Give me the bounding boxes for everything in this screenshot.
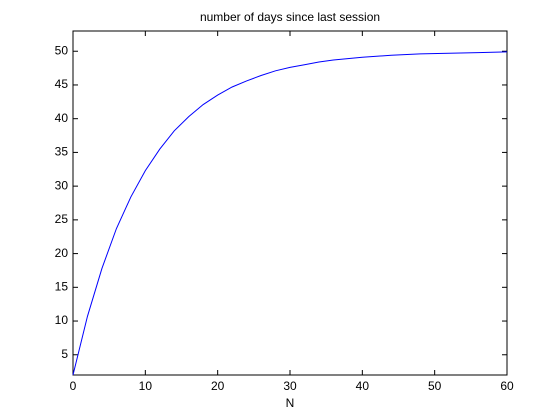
x-tick-label: 50 (428, 379, 442, 393)
y-tick-label: 35 (55, 145, 69, 159)
y-tick-label: 40 (55, 111, 69, 125)
x-tick-label: 20 (211, 379, 225, 393)
x-tick-label: 30 (283, 379, 297, 393)
x-tick-label: 0 (70, 379, 77, 393)
x-tick-label: 10 (139, 379, 153, 393)
x-axis-label: N (286, 396, 295, 410)
y-tick-label: 45 (55, 77, 69, 91)
y-tick-label: 5 (61, 347, 68, 361)
y-tick-label: 50 (55, 43, 69, 57)
data-line (72, 51, 508, 376)
y-tick-label: 10 (55, 313, 69, 327)
y-tick-label: 15 (55, 279, 69, 293)
y-tick-label: 25 (55, 212, 69, 226)
y-tick-label: 30 (55, 178, 69, 192)
axes-box (72, 30, 508, 376)
y-tick-label: 20 (55, 246, 69, 260)
chart-title: number of days since last session (200, 10, 380, 24)
x-tick-label: 40 (356, 379, 370, 393)
x-tick-label: 60 (500, 379, 514, 393)
